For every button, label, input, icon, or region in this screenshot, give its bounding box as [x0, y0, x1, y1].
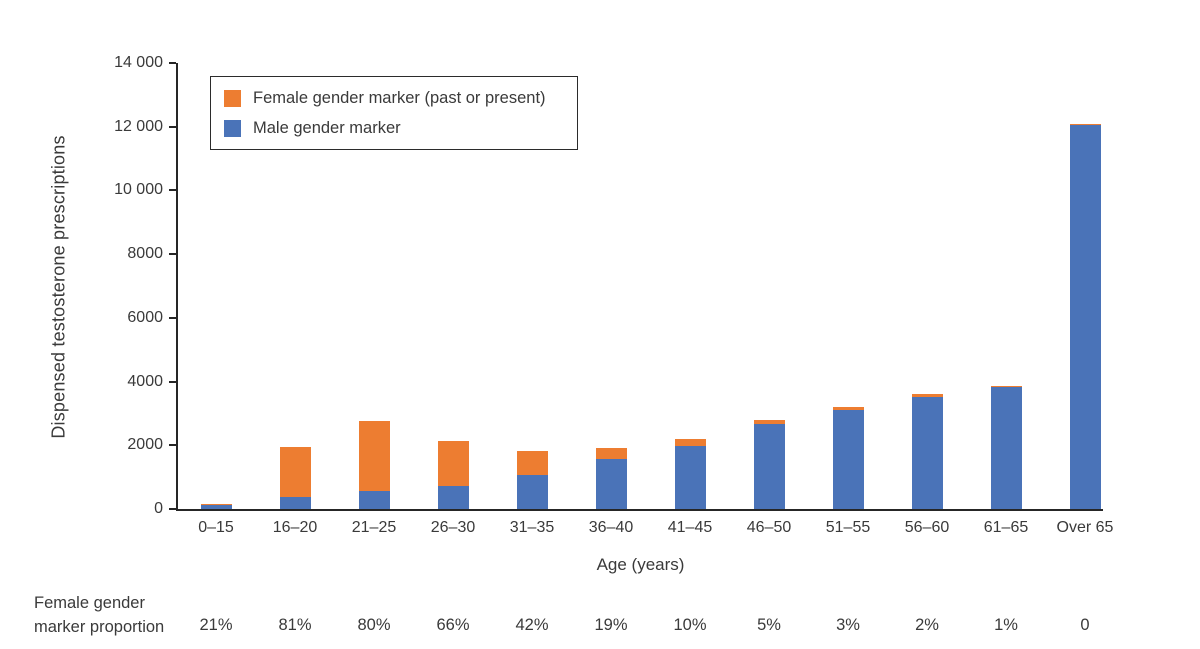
female-proportion-value: 5% — [757, 616, 781, 634]
male-series-swatch — [224, 119, 241, 137]
bar-segment-female — [911, 394, 943, 397]
bar-segment-female — [516, 450, 548, 476]
bar-segment-female — [358, 421, 390, 492]
female-series-swatch — [224, 89, 241, 107]
bar-stack-0-15 — [200, 504, 232, 509]
y-axis-tick — [169, 508, 176, 510]
bar-segment-female — [1069, 123, 1101, 126]
y-axis-tick-label: 14 000 — [114, 54, 163, 71]
bar-stack-21-25 — [358, 421, 390, 509]
y-axis-tick — [169, 253, 176, 256]
female-proportion-value: 10% — [673, 616, 707, 634]
y-axis-tick-label: 4000 — [127, 372, 163, 390]
bar-segment-male — [1069, 125, 1101, 509]
bar-stack-16-20 — [279, 446, 311, 509]
female-proportion-value: 19% — [594, 616, 628, 634]
y-axis-tick-label: 6000 — [127, 308, 163, 326]
bar-stack-56-60 — [911, 394, 943, 509]
y-axis-tick-label: 0 — [154, 500, 163, 517]
bar-segment-male — [437, 485, 469, 509]
y-axis-tick-label: 10 000 — [114, 181, 163, 199]
bar-segment-female — [674, 438, 706, 446]
female-proportion-value: 21% — [199, 616, 233, 634]
bar-segment-male — [911, 396, 943, 509]
female-proportion-row: Female gender marker proportion 21% 81% 80… — [0, 585, 1200, 640]
legend-label-female: Female gender marker (past or present) — [253, 88, 546, 107]
bar-stack-26-30 — [437, 440, 469, 509]
y-axis-tick — [169, 62, 176, 64]
bar-segment-male — [200, 505, 232, 509]
bar-stack-41-45 — [674, 438, 706, 509]
y-axis-tick-label: 8000 — [127, 245, 163, 263]
female-proportion-value: 2% — [915, 616, 939, 634]
female-proportion-value: 0 — [1080, 616, 1090, 634]
bar-stack-51-55 — [832, 407, 864, 509]
bar-segment-female — [753, 419, 785, 425]
bar-segment-male — [516, 475, 548, 509]
bar-stack-36-40 — [595, 447, 627, 509]
female-proportion-value: 66% — [436, 616, 470, 634]
bar-stack-over-65 — [1069, 123, 1101, 509]
bar-stack-31-35 — [516, 450, 548, 509]
x-axis-tick-label: 26–30 — [430, 519, 476, 536]
bar-segment-male — [595, 459, 627, 509]
x-axis-tick-label: 46–50 — [746, 519, 792, 536]
bar-segment-male — [279, 497, 311, 509]
x-axis-tick-label: 31–35 — [509, 519, 555, 536]
y-axis-tick-label: 12 000 — [114, 117, 163, 135]
y-axis-tick — [169, 316, 176, 319]
bar-segment-male — [674, 445, 706, 509]
x-axis-tick-label: 41–45 — [667, 519, 713, 536]
x-axis-tick-label: 16–20 — [272, 519, 318, 536]
bar-stack-46-50 — [753, 419, 785, 509]
legend-label-male: Male gender marker — [253, 118, 401, 137]
bar-segment-female — [279, 446, 311, 498]
female-proportion-row-label: Female gender marker proportion — [34, 591, 164, 639]
proportion-label-line2: marker proportion — [34, 618, 165, 636]
legend-item-female: Female gender marker (past or present) — [224, 89, 577, 108]
bar-segment-male — [753, 424, 785, 509]
bar-segment-male — [358, 491, 390, 509]
female-proportion-value: 42% — [515, 616, 549, 634]
plot-area: Age (years) 0 2000 4000 6000 8000 10 000 12 00… — [114, 54, 1113, 574]
y-axis-tick — [169, 444, 176, 447]
x-axis-tick-label: 36–40 — [588, 519, 634, 536]
bar-segment-male — [832, 410, 864, 509]
x-axis-title: Age (years) — [596, 555, 685, 574]
bar-segment-female — [200, 504, 232, 506]
female-proportion-value: 81% — [278, 616, 312, 634]
female-proportion-value: 80% — [357, 616, 391, 634]
y-axis-tick — [169, 380, 176, 383]
bar-segment-female — [990, 385, 1022, 387]
x-axis-tick-label: 51–55 — [825, 519, 871, 536]
y-axis-tick — [169, 189, 176, 192]
x-axis-tick-label: 61–65 — [983, 519, 1029, 536]
female-proportion-value: 3% — [836, 616, 860, 634]
proportion-label-line1: Female gender — [34, 594, 145, 612]
x-axis-tick-label: 21–25 — [351, 519, 397, 536]
bar-segment-female — [832, 407, 864, 411]
bar-segment-female — [595, 447, 627, 460]
bar-stack-61-65 — [990, 385, 1022, 509]
x-axis-tick-label: 0–15 — [198, 519, 234, 536]
female-proportion-value: 1% — [994, 616, 1018, 634]
legend-item-male: Male gender marker — [224, 119, 577, 138]
bar-segment-female — [437, 440, 469, 486]
y-axis-tick — [169, 125, 176, 128]
x-axis-tick-label: 56–60 — [904, 519, 950, 536]
y-axis-tick-label: 2000 — [127, 436, 163, 454]
y-axis-title: Dispensed testosterone prescriptions — [48, 135, 69, 439]
x-axis-tick-label: Over 65 — [1056, 519, 1114, 536]
legend: Female gender marker (past or present) M… — [210, 76, 578, 150]
bar-segment-male — [990, 387, 1022, 509]
